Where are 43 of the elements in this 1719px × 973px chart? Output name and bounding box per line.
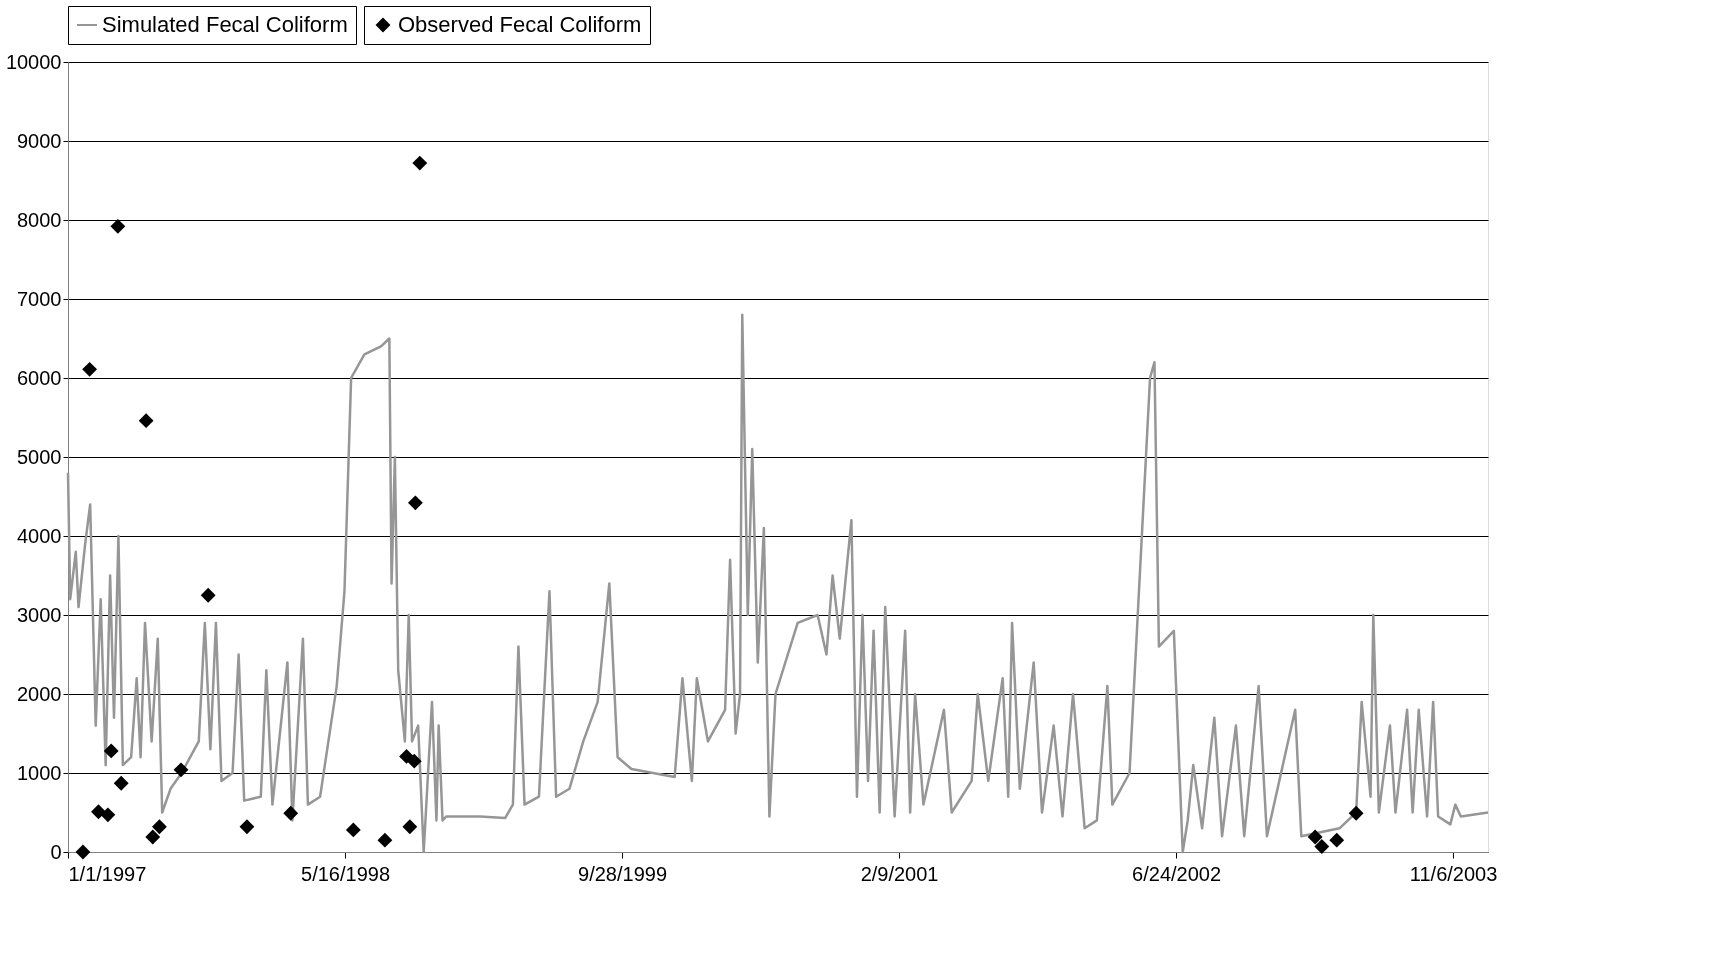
- point: [82, 361, 98, 377]
- x-tick-label: 5/16/1998: [301, 862, 391, 885]
- y-tick-label: 6000: [17, 366, 62, 389]
- point: [406, 753, 422, 769]
- y-tick-label: 0: [50, 840, 62, 863]
- point: [283, 805, 299, 821]
- point: [407, 495, 423, 511]
- point: [1314, 839, 1330, 854]
- point: [1329, 832, 1345, 848]
- y-tick-label: 2000: [17, 682, 62, 705]
- y-tick-label: 9000: [17, 129, 62, 152]
- point: [200, 587, 216, 603]
- x-tick-label: 9/28/1999: [578, 862, 668, 885]
- point: [173, 762, 189, 778]
- point: [152, 819, 167, 835]
- point: [91, 804, 106, 820]
- x-tick-label: 11/6/2003: [1409, 862, 1498, 885]
- legend-label: Simulated Fecal Coliform: [102, 12, 348, 37]
- point: [145, 829, 161, 845]
- point: [239, 819, 255, 835]
- point: [402, 819, 418, 835]
- point: [377, 832, 393, 848]
- point: [75, 844, 91, 860]
- point: [100, 807, 116, 823]
- point: [345, 822, 361, 838]
- x-tick-label: 2/9/2001: [860, 862, 939, 885]
- point: [103, 743, 119, 759]
- x-tick-label: 6/24/2002: [1132, 862, 1222, 885]
- legend-label: Observed Fecal Coliform: [398, 12, 642, 37]
- point: [110, 218, 126, 234]
- y-tick-label: 8000: [17, 208, 62, 231]
- y-tick-label: 7000: [17, 287, 62, 310]
- x-tick-label: 1/1/1997: [68, 862, 147, 885]
- point: [113, 775, 129, 791]
- point: [1348, 805, 1364, 821]
- y-tick-label: 10000: [5, 50, 62, 73]
- point: [1307, 829, 1323, 845]
- point: [138, 413, 154, 429]
- y-tick-label: 1000: [17, 761, 62, 784]
- y-tick-label: 3000: [17, 603, 62, 626]
- y-tick-label: 5000: [17, 445, 62, 468]
- y-tick-label: 4000: [17, 524, 62, 547]
- point: [412, 155, 428, 171]
